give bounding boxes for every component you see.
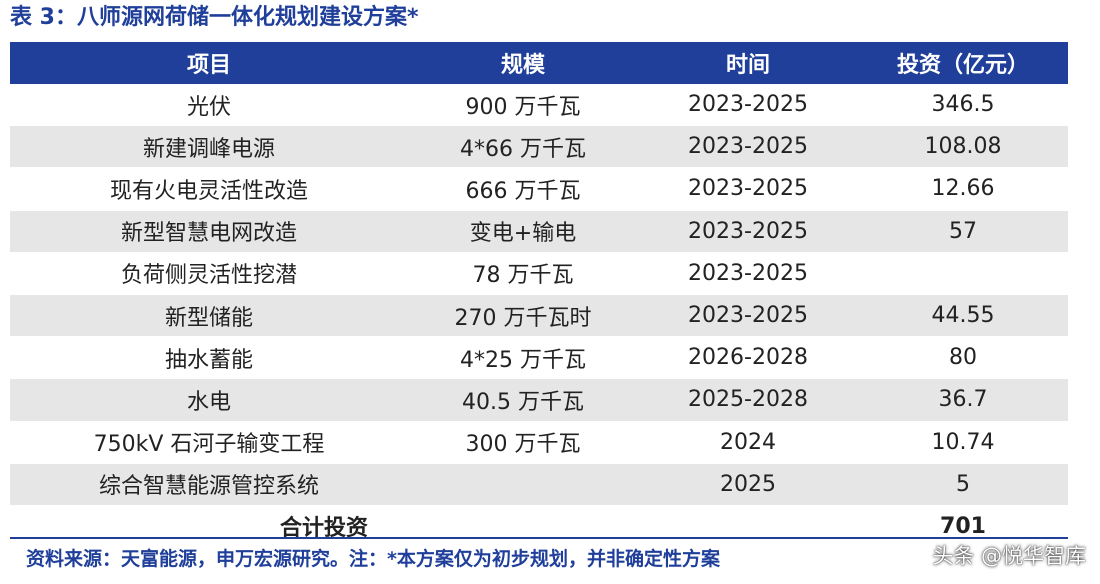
table-row: 光伏 900 万千瓦 2023-2025 346.5 (10, 84, 1068, 127)
cell-time: 2023-2025 (638, 294, 858, 338)
cell-item: 新型储能 (10, 294, 408, 338)
total-row: 合计投资 701 (10, 505, 1068, 549)
table-row: 抽水蓄能 4*25 万千瓦 2026-2028 80 (10, 336, 1068, 380)
cell-investment: 44.55 (858, 294, 1068, 338)
cell-item: 抽水蓄能 (10, 336, 408, 380)
cell-time: 2023-2025 (638, 252, 858, 295)
cell-time: 2025-2028 (638, 378, 858, 422)
cell-investment: 108.08 (858, 125, 1068, 169)
table-header: 项目 规模 时间 投资（亿元） (10, 42, 1068, 84)
cell-time: 2023-2025 (638, 210, 858, 253)
table-row: 750kV 石河子输变工程 300 万千瓦 2024 10.74 (10, 421, 1068, 464)
cell-scale: 40.5 万千瓦 (408, 378, 638, 422)
table-row: 综合智慧能源管控系统 2025 5 (10, 463, 1068, 506)
cell-item: 综合智慧能源管控系统 (10, 463, 408, 506)
table-row: 现有火电灵活性改造 666 万千瓦 2023-2025 12.66 (10, 167, 1068, 211)
header-investment: 投资（亿元） (858, 42, 1068, 84)
total-spacer (638, 505, 858, 549)
cell-item: 新型智慧电网改造 (10, 210, 408, 253)
source-note: 资料来源：天富能源，申万宏源研究。注：*本方案仅为初步规划，并非确定性方案 (26, 548, 720, 570)
cell-scale: 270 万千瓦时 (408, 294, 638, 338)
total-label: 合计投资 (10, 505, 638, 549)
cell-item: 现有火电灵活性改造 (10, 167, 408, 211)
header-row: 项目 规模 时间 投资（亿元） (10, 42, 1068, 84)
bottom-rule (10, 537, 1068, 539)
cell-time: 2023-2025 (638, 84, 858, 127)
cell-scale: 4*25 万千瓦 (408, 336, 638, 380)
cell-investment: 36.7 (858, 378, 1068, 422)
table-row: 负荷侧灵活性挖潜 78 万千瓦 2023-2025 (10, 252, 1068, 295)
cell-item: 水电 (10, 378, 408, 422)
cell-item: 750kV 石河子输变工程 (10, 421, 408, 464)
cell-scale: 78 万千瓦 (408, 252, 638, 295)
table-row: 新建调峰电源 4*66 万千瓦 2023-2025 108.08 (10, 125, 1068, 169)
table-row: 新型储能 270 万千瓦时 2023-2025 44.55 (10, 294, 1068, 338)
cell-time: 2025 (638, 463, 858, 506)
cell-investment: 346.5 (858, 84, 1068, 127)
table-row: 水电 40.5 万千瓦 2025-2028 36.7 (10, 378, 1068, 422)
cell-investment: 5 (858, 463, 1068, 506)
table-row: 新型智慧电网改造 变电+输电 2023-2025 57 (10, 210, 1068, 253)
header-time: 时间 (638, 42, 858, 84)
cell-time: 2026-2028 (638, 336, 858, 380)
cell-item: 光伏 (10, 84, 408, 127)
cell-item: 负荷侧灵活性挖潜 (10, 252, 408, 295)
cell-time: 2023-2025 (638, 125, 858, 169)
total-value: 701 (858, 505, 1068, 549)
cell-time: 2023-2025 (638, 167, 858, 211)
plan-table: 项目 规模 时间 投资（亿元） 光伏 900 万千瓦 2023-2025 346… (10, 42, 1068, 549)
watermark: 头条 @悦华智库 (932, 544, 1086, 568)
cell-investment: 80 (858, 336, 1068, 380)
header-scale: 规模 (408, 42, 638, 84)
cell-investment (858, 252, 1068, 295)
cell-scale (408, 463, 638, 506)
cell-scale: 变电+输电 (408, 210, 638, 253)
header-item: 项目 (10, 42, 408, 84)
cell-investment: 12.66 (858, 167, 1068, 211)
cell-scale: 900 万千瓦 (408, 84, 638, 127)
cell-item: 新建调峰电源 (10, 125, 408, 169)
table-title: 表 3：八师源网荷储一体化规划建设方案* (10, 5, 419, 30)
cell-investment: 10.74 (858, 421, 1068, 464)
cell-time: 2024 (638, 421, 858, 464)
cell-scale: 4*66 万千瓦 (408, 125, 638, 169)
cell-investment: 57 (858, 210, 1068, 253)
cell-scale: 300 万千瓦 (408, 421, 638, 464)
table-body: 光伏 900 万千瓦 2023-2025 346.5 新建调峰电源 4*66 万… (10, 84, 1068, 549)
cell-scale: 666 万千瓦 (408, 167, 638, 211)
